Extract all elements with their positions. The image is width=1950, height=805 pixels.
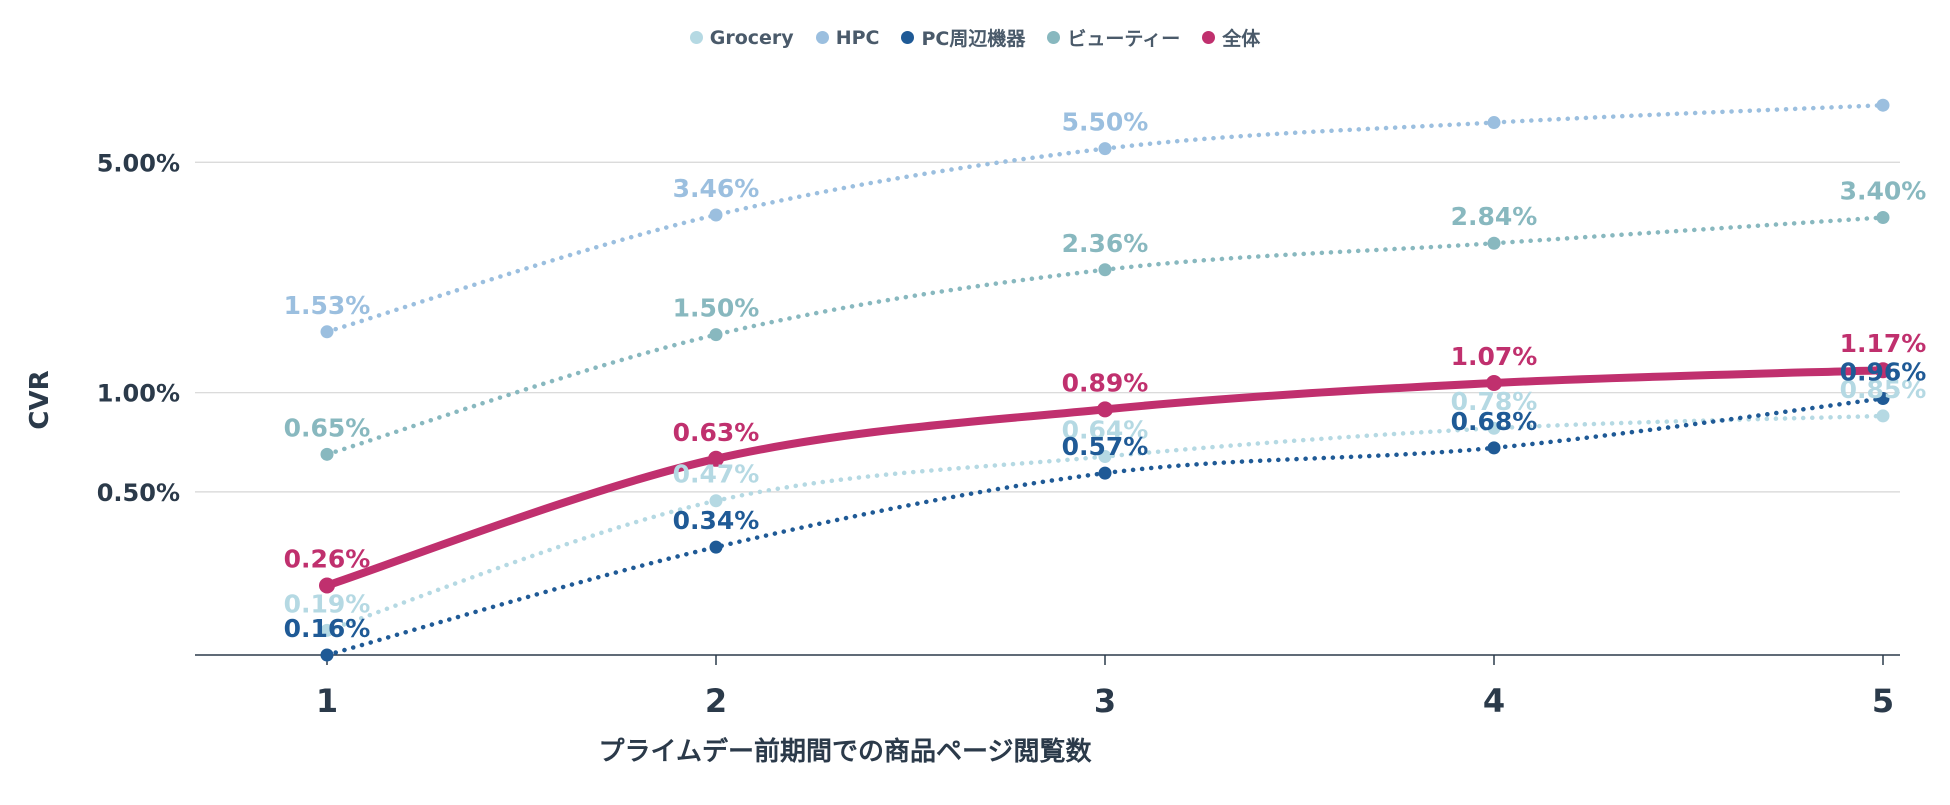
x-tick-label: 3 xyxy=(1094,682,1116,720)
data-point xyxy=(320,648,334,662)
data-point xyxy=(1098,450,1112,464)
data-label: 0.63% xyxy=(673,418,760,447)
x-axis-title: プライムデー前期間での商品ページ閲覧数 xyxy=(599,736,1093,767)
x-tick-label: 1 xyxy=(316,682,338,720)
axis-layer: 1 2 3 4 5 xyxy=(195,654,1900,720)
data-point xyxy=(1097,401,1113,418)
legend-label: HPC xyxy=(835,26,880,49)
data-label: 0.16% xyxy=(284,614,371,643)
data-point xyxy=(709,328,723,342)
point-layer xyxy=(319,98,1891,662)
x-tick-label: 2 xyxy=(705,682,727,720)
data-label: 0.68% xyxy=(1451,407,1538,436)
data-point xyxy=(1098,466,1112,480)
data-label: 0.85% xyxy=(1840,375,1927,404)
data-point xyxy=(1487,441,1501,455)
data-point xyxy=(320,325,334,339)
data-point xyxy=(708,450,724,467)
data-label: 0.78% xyxy=(1451,387,1538,416)
data-point xyxy=(1876,409,1890,423)
data-label: 2.36% xyxy=(1062,229,1149,258)
data-label: 3.46% xyxy=(673,174,760,203)
data-point xyxy=(1487,421,1501,435)
data-label: 0.89% xyxy=(1062,368,1149,397)
chart-legend: Grocery HPC PC周辺機器 ビューティー 全体 xyxy=(0,24,1950,51)
legend-item[interactable]: 全体 xyxy=(1202,24,1260,51)
legend-swatch xyxy=(689,31,703,44)
y-tick-label: 5.00% xyxy=(97,149,180,177)
legend-swatch xyxy=(815,31,829,44)
legend-item[interactable]: PC周辺機器 xyxy=(901,24,1025,51)
data-point xyxy=(709,494,723,508)
data-point xyxy=(1098,263,1112,277)
data-point xyxy=(1876,210,1890,224)
data-point xyxy=(320,623,334,637)
data-label: 0.26% xyxy=(284,545,371,574)
data-point xyxy=(1486,374,1502,391)
data-point xyxy=(320,447,334,461)
y-tick-label: 1.00% xyxy=(97,380,180,408)
legend-label: PC周辺機器 xyxy=(921,28,1026,50)
data-point xyxy=(1098,142,1112,156)
legend-item[interactable]: ビューティー xyxy=(1047,24,1180,51)
grid-layer: 0.50% 1.00% 5.00% xyxy=(97,149,1900,507)
data-label: 0.96% xyxy=(1840,358,1927,387)
data-label: 1.07% xyxy=(1451,342,1538,371)
legend-swatch xyxy=(1202,31,1216,44)
data-point xyxy=(709,540,723,554)
legend-label: Grocery xyxy=(709,26,794,49)
data-label: 1.17% xyxy=(1840,329,1927,358)
legend-item[interactable]: Grocery xyxy=(689,26,794,49)
legend-item[interactable]: HPC xyxy=(815,26,880,49)
data-point xyxy=(1487,116,1501,130)
data-label: 5.50% xyxy=(1062,108,1149,137)
x-tick-label: 4 xyxy=(1483,682,1505,720)
data-point xyxy=(709,208,723,222)
x-tick-label: 5 xyxy=(1872,682,1894,720)
data-point xyxy=(1487,236,1501,250)
y-tick-label: 0.50% xyxy=(97,479,180,507)
data-label: 0.65% xyxy=(284,413,371,442)
data-point xyxy=(1875,362,1891,379)
data-point xyxy=(319,577,335,594)
data-label: 0.34% xyxy=(673,506,760,535)
data-label: 1.53% xyxy=(284,291,371,320)
data-label: 2.84% xyxy=(1451,202,1538,231)
legend-swatch xyxy=(901,31,915,44)
legend-label: 全体 xyxy=(1222,28,1261,50)
data-point xyxy=(1876,98,1890,112)
legend-label: ビューティー xyxy=(1067,28,1181,50)
data-label: 0.64% xyxy=(1062,416,1149,445)
legend-swatch xyxy=(1047,31,1061,44)
data-label: 1.50% xyxy=(673,294,760,323)
series-line xyxy=(324,102,1886,335)
data-point xyxy=(1876,392,1890,406)
data-label: 0.47% xyxy=(673,460,760,489)
data-label: 0.19% xyxy=(284,589,371,618)
data-label: 3.40% xyxy=(1840,176,1927,205)
data-label: 0.57% xyxy=(1062,432,1149,461)
label-layer: 0.19% 0.47% 0.64% 0.78% 0.85% 1.53% 3.46% 5.50%… xyxy=(284,108,1927,643)
y-axis-title: CVR xyxy=(25,370,55,429)
